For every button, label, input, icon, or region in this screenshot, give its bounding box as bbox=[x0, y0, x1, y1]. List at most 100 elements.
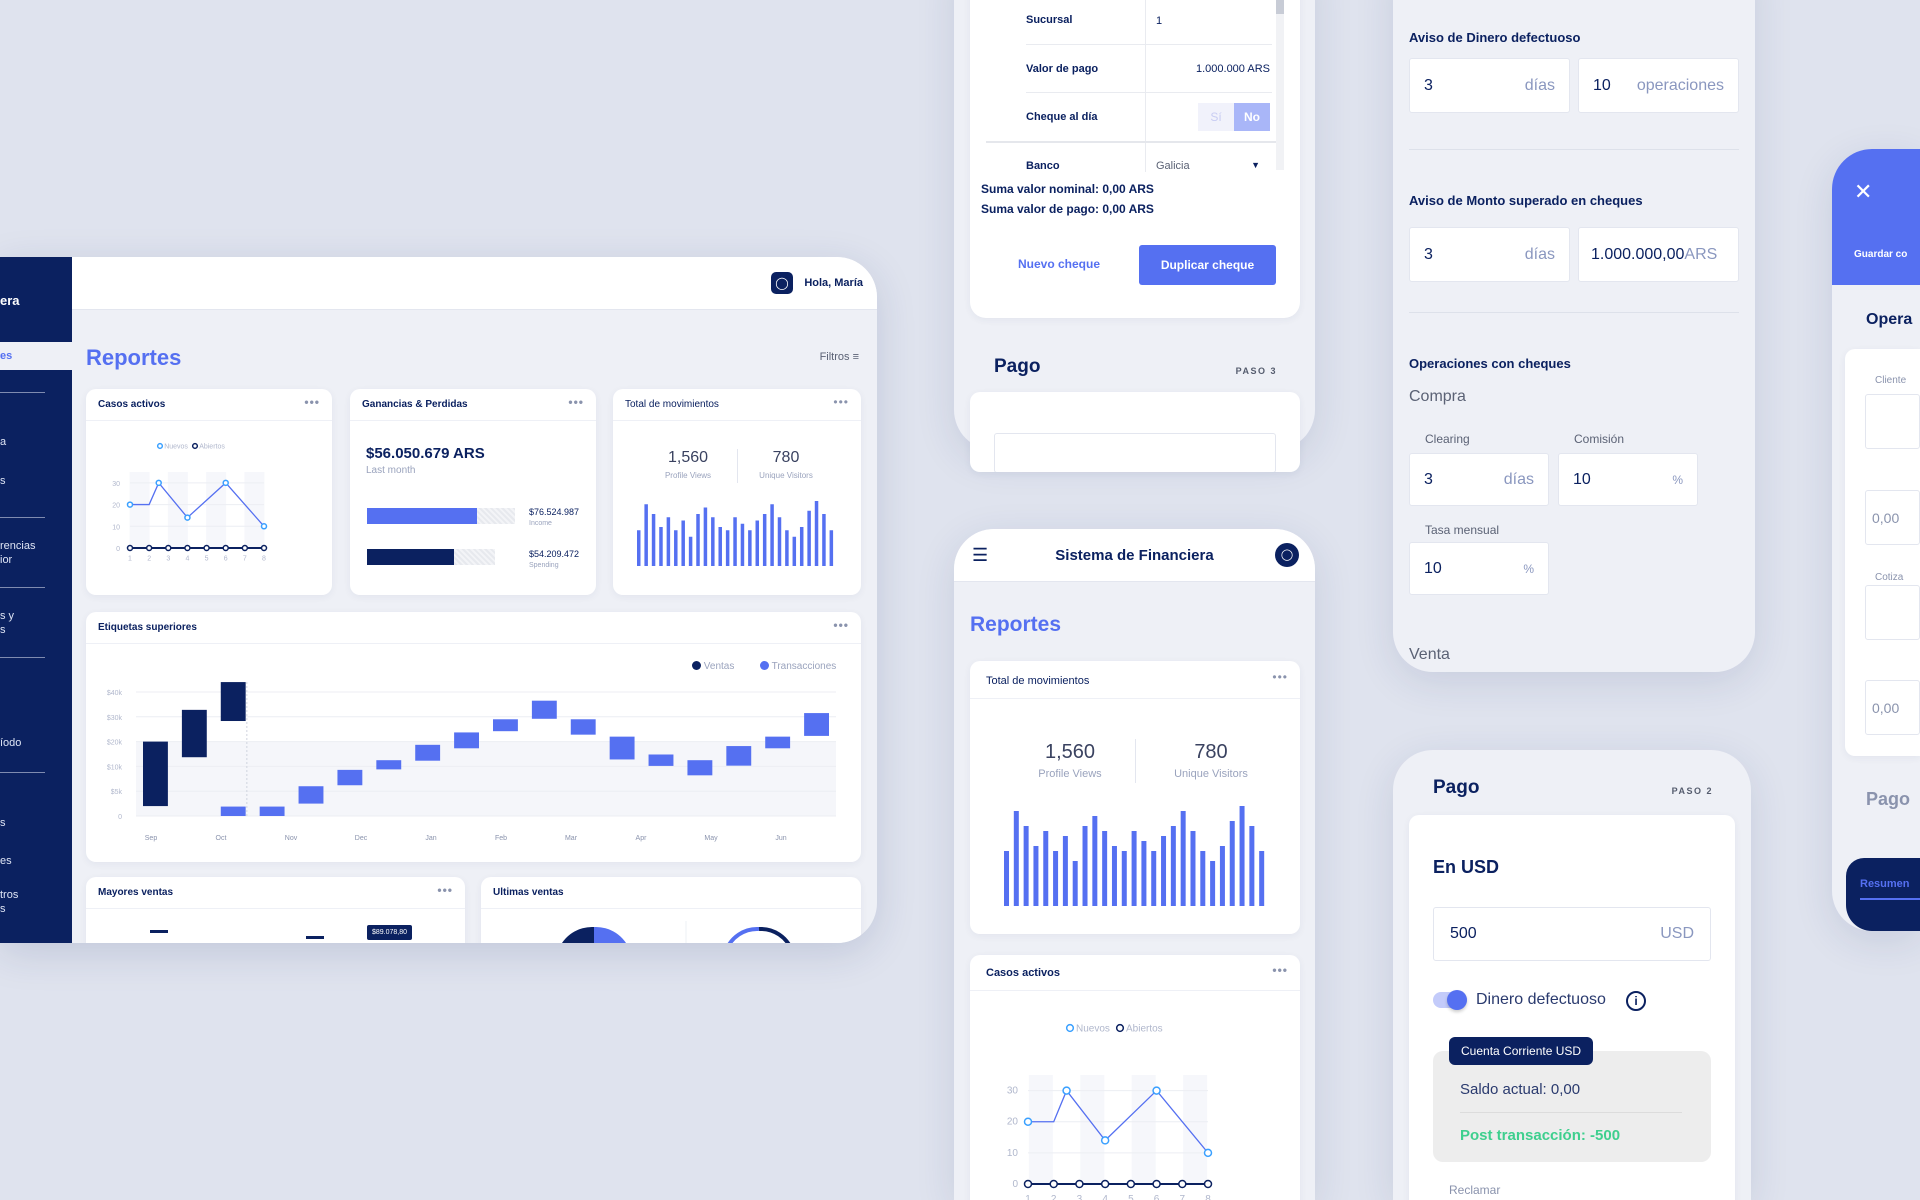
plot-shade bbox=[136, 741, 836, 816]
y-tick-label: 10 bbox=[1007, 1148, 1019, 1159]
profile-views: 1,560 bbox=[1044, 741, 1096, 763]
duplicar-cheque-button[interactable]: Duplicar cheque bbox=[1139, 245, 1276, 285]
y-tick-label: $30k bbox=[107, 715, 123, 722]
bar-transacciones bbox=[726, 746, 752, 766]
tooltip: $89.078,80 bbox=[367, 925, 413, 940]
x-tick-label: May bbox=[704, 835, 718, 842]
tasa-input[interactable]: 10% bbox=[1409, 542, 1549, 595]
sidebar-item[interactable]: es bbox=[0, 855, 12, 867]
data-point bbox=[1152, 1086, 1161, 1095]
value2-input[interactable]: 0,00 bbox=[1865, 680, 1920, 735]
mayores-ventas-card: Mayores ventas ••• $89.078,80 bbox=[86, 877, 465, 943]
dinero-defectuoso-toggle[interactable] bbox=[1433, 990, 1467, 1010]
sidebar-item[interactable]: s bbox=[0, 817, 6, 829]
option-si[interactable]: Sí bbox=[1198, 103, 1234, 131]
casos-activos-chart: Nuevos Abiertos 0 10 20 30 1 2 3 4 5 6 7 8 bbox=[112, 442, 268, 563]
sidebar-item[interactable]: s bbox=[0, 475, 6, 487]
nuevo-cheque-button[interactable]: Nuevo cheque bbox=[1018, 257, 1101, 271]
more-icon[interactable]: ••• bbox=[833, 618, 849, 632]
more-icon[interactable]: ••• bbox=[437, 883, 453, 897]
x-tick-label: 3 bbox=[1077, 1194, 1083, 1200]
more-icon[interactable]: ••• bbox=[568, 395, 584, 409]
pago-input[interactable] bbox=[994, 433, 1276, 472]
comision-input[interactable]: 10% bbox=[1558, 453, 1698, 506]
resumen-tab[interactable]: Resumen bbox=[1860, 878, 1920, 900]
toggle-knob bbox=[1447, 990, 1467, 1010]
bar-ventas bbox=[181, 709, 207, 758]
movimientos-bar bbox=[666, 517, 671, 566]
data-point bbox=[1062, 1086, 1071, 1095]
sucursal-value[interactable]: 1 bbox=[1156, 15, 1163, 27]
movimientos-bar bbox=[777, 517, 782, 566]
movimientos-bar bbox=[822, 514, 826, 566]
more-icon[interactable]: ••• bbox=[1272, 670, 1288, 684]
bar-transacciones bbox=[804, 713, 829, 736]
sidebar-item[interactable]: íodo bbox=[0, 737, 22, 749]
movimientos-bar bbox=[1141, 841, 1147, 906]
movimientos-bar bbox=[1219, 846, 1225, 906]
reclamar-link[interactable]: Reclamar bbox=[1449, 1183, 1501, 1197]
sidebar-item-reportes[interactable]: es bbox=[0, 342, 72, 370]
x-tick-label: 5 bbox=[1128, 1194, 1134, 1200]
mobile-reportes-phone: ☰ Sistema de Financiera ◯ Reportes Total… bbox=[954, 529, 1315, 1200]
form-scrollbar[interactable] bbox=[1276, 0, 1284, 170]
close-icon[interactable]: ✕ bbox=[1854, 179, 1873, 204]
bar-transacciones bbox=[609, 736, 635, 760]
movimientos-chart bbox=[637, 501, 834, 566]
sucursal-label: Sucursal bbox=[1026, 14, 1073, 26]
casos-activos-card: Casos activos ••• Nuevos Abiertos 0 10 20 30 1 2… bbox=[86, 389, 332, 595]
dinero-ops-input[interactable]: 10 operaciones bbox=[1578, 58, 1739, 113]
cheque-phone: Sucursal 1 Valor de pago 1.000.000 ARS C… bbox=[954, 0, 1315, 472]
guardar-button[interactable]: Guardar co bbox=[1854, 249, 1908, 260]
cheque-al-dia-toggle[interactable]: Sí No bbox=[1198, 103, 1270, 131]
usd-amount-input[interactable]: 500 USD bbox=[1433, 907, 1711, 961]
value1-input[interactable]: 0,00 bbox=[1865, 490, 1920, 545]
more-icon[interactable]: ••• bbox=[304, 395, 320, 409]
resumen-bar: Resumen bbox=[1846, 858, 1920, 931]
series-line-nuevos bbox=[130, 481, 265, 527]
movimientos-bar bbox=[703, 507, 708, 566]
cotiza-input[interactable] bbox=[1865, 585, 1920, 640]
movimientos-bar bbox=[674, 530, 678, 566]
column-divider bbox=[1145, 0, 1146, 172]
more-icon[interactable]: ••• bbox=[833, 395, 849, 409]
sidebar-item[interactable]: tros s bbox=[0, 889, 19, 915]
income-label: Income bbox=[529, 520, 552, 527]
y-tick-label: $20k bbox=[107, 740, 123, 747]
legend-abiertos: Abiertos bbox=[1126, 1023, 1163, 1034]
sum-nominal: Suma valor nominal: 0,00 ARS bbox=[981, 182, 1154, 196]
banco-select[interactable]: Galicia ▼ bbox=[1156, 160, 1260, 172]
clearing-input[interactable]: 3 días bbox=[1409, 453, 1549, 506]
dinero-days-input[interactable]: 3 días bbox=[1409, 58, 1570, 113]
monto-title: Aviso de Monto superado en cheques bbox=[1409, 193, 1643, 208]
clearing-label: Clearing bbox=[1425, 432, 1470, 446]
etiquetas-chart: 0 $5k $10k $20k $30k $40k Sep Oct Nov Dec Jan Feb Ma… bbox=[107, 682, 836, 842]
ganancias-period: Last month bbox=[366, 465, 416, 476]
movimientos-bar bbox=[1151, 851, 1157, 906]
ultimas-donuts bbox=[562, 921, 791, 943]
monto-days-input[interactable]: 3 días bbox=[1409, 227, 1570, 282]
spending-bar bbox=[367, 549, 455, 565]
more-icon[interactable]: ••• bbox=[1272, 963, 1288, 977]
option-no[interactable]: No bbox=[1234, 103, 1270, 131]
data-point bbox=[1100, 1136, 1110, 1145]
bar-transacciones bbox=[687, 760, 713, 776]
filters-button[interactable]: Filtros ≡ bbox=[819, 351, 859, 363]
cliente-input[interactable] bbox=[1865, 394, 1920, 449]
sidebar-item[interactable]: a bbox=[0, 436, 7, 448]
sidebar-item[interactable]: s y s bbox=[0, 610, 15, 636]
box-divider bbox=[1460, 1112, 1682, 1113]
x-tick-label: Feb bbox=[495, 835, 507, 842]
sidebar-item[interactable]: rencias ior bbox=[0, 540, 36, 566]
data-point bbox=[222, 479, 229, 487]
user-avatar[interactable]: ◯ bbox=[771, 272, 793, 294]
row-divider bbox=[1026, 92, 1272, 93]
hamburger-icon[interactable]: ☰ bbox=[972, 545, 989, 565]
income-bar bbox=[367, 508, 477, 524]
venta-heading: Venta bbox=[1409, 646, 1450, 663]
valor-pago-value[interactable]: 1.000.000 ARS bbox=[1195, 63, 1270, 75]
data-point bbox=[1023, 1179, 1033, 1189]
info-icon[interactable]: i bbox=[1626, 991, 1646, 1011]
user-avatar[interactable]: ◯ bbox=[1275, 543, 1299, 567]
monto-amount-input[interactable]: 1.000.000,00 ARS bbox=[1578, 227, 1739, 282]
